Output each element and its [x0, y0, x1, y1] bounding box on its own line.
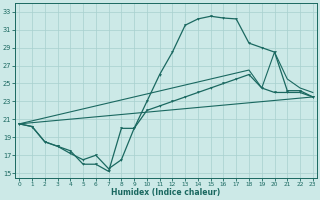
X-axis label: Humidex (Indice chaleur): Humidex (Indice chaleur)	[111, 188, 221, 197]
